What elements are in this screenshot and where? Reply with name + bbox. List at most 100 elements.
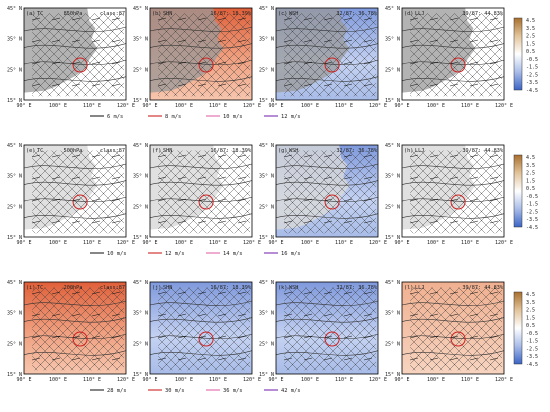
wind-vector [303,176,313,180]
wind-vector [323,357,333,361]
wind-vector [157,17,167,21]
wind-vector [31,61,41,65]
panel-class: class:87 [100,11,125,17]
y-tick-label: 15° N [7,372,22,378]
wind-vector [283,220,293,224]
wind-vector [429,39,439,43]
wind-vector [157,83,167,87]
wind-vector [409,61,419,65]
y-tick-label: 35° N [133,37,148,43]
wind-vector [237,17,247,21]
wind-vector [363,17,373,21]
wind-vector [177,83,187,87]
geopotential-contour [275,196,379,203]
colorbar-gradient [513,291,523,365]
wind-vector [363,176,373,180]
geopotential-contour [401,163,505,169]
wind-vector [177,154,187,158]
geopotential-contour [275,26,379,32]
wind-vector [429,291,439,295]
geopotential-contour [23,350,127,356]
wind-vector [343,313,353,317]
wind-vector [429,176,439,180]
x-tick-label: 110° E [335,377,353,383]
map-panel: (k) WSH 32/87: 36.78% 45° N 35° N 25° N 15° N9… [259,280,387,383]
wind-vector [343,357,353,361]
geopotential-contour [401,43,505,49]
significance-hatching [32,13,124,97]
wind-vector [489,198,499,202]
wind-vector [469,154,479,158]
x-tick-label: 120° E [243,377,261,383]
geopotential-contour [149,26,253,32]
map-panel: (f) SHN 16/87: 18.39% 45° N 35° N 25° N 15° N9… [133,143,261,246]
y-tick-label: 15° N [259,235,274,241]
geopotential-contour [401,350,505,356]
geopotential-contour [23,163,127,169]
y-tick-label: 15° N [133,372,148,378]
x-tick-label: 100° E [301,377,319,383]
wind-vector [489,176,499,180]
geopotential-contour [23,196,127,203]
wind-vector [323,335,333,339]
geopotential-contour [275,43,379,49]
wind-vector [489,335,499,339]
wind-vector [111,39,121,43]
wind-vector [469,39,479,43]
panel-level: 850hPa [64,11,83,17]
wind-vector [157,176,167,180]
wind-vector [237,176,247,180]
wind-vector [177,198,187,202]
wind-vector [429,61,439,65]
geopotential-contour [275,350,379,356]
panel-class: 32/87: 36.78% [336,148,377,154]
colorbar-tick-label: 1.5 [526,41,535,47]
wind-vector [111,154,121,158]
wind-vector [71,17,81,21]
x-tick-label: 100° E [49,103,67,109]
tc-center-contour [72,194,88,210]
panel-class: class:87 [100,285,125,291]
panel-frame [401,281,505,375]
panel-tag: (k) [278,285,287,291]
y-tick-label: 35° N [385,311,400,317]
map-panel: (b) SHN 16/87: 18.39% 45° N 35° N 25° N 15° N9… [133,6,261,109]
wind-vector [31,39,41,43]
wind-vector [489,220,499,224]
y-tick-label: 25° N [133,341,148,347]
wind-vector [111,17,121,21]
wind-vector [51,61,61,65]
colorbar-tick-label: 4.5 [526,18,535,24]
wind-vector [343,154,353,158]
colorbar-tick-label: 1.5 [526,315,535,321]
wind-vector [303,17,313,21]
wind-vector [237,39,247,43]
y-tick-label: 35° N [7,311,22,317]
y-tick-label: 15° N [259,98,274,104]
x-tick-label: 100° E [427,103,445,109]
wind-vector [71,154,81,158]
wind-vector [177,17,187,21]
wind-vector [469,220,479,224]
wind-vector [429,17,439,21]
legend-label: 8 m/s [165,114,181,120]
wind-vector [157,154,167,158]
y-tick-label: 35° N [7,37,22,43]
y-tick-label: 25° N [133,204,148,210]
wind-vector [51,176,61,180]
y-tick-label: 15° N [7,98,22,104]
wind-vector [71,357,81,361]
wind-vector [489,313,499,317]
wind-vector [197,220,207,224]
geopotential-contour [401,213,505,219]
wind-vector [429,313,439,317]
panel-class: 39/87: 44.83% [462,148,503,154]
y-tick-label: 15° N [385,372,400,378]
wind-vector [363,198,373,202]
legend-label: 10 m/s [107,251,126,257]
wind-vector [449,83,459,87]
wind-vector [71,335,81,339]
wind-vector [489,83,499,87]
wind-legend: 28 m/s 30 m/s 36 m/s 42 m/s [90,388,300,394]
